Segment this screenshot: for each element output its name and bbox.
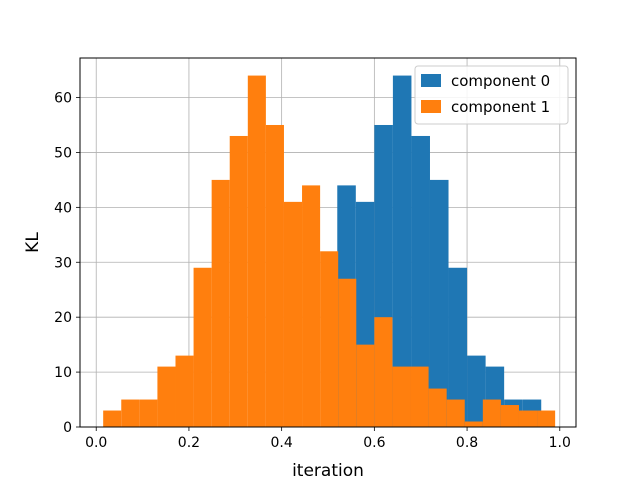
x-tick-label: 0.0	[85, 435, 107, 451]
histogram-bar-component-1	[392, 366, 411, 427]
histogram-bar-component-1	[103, 410, 122, 427]
plot-frame	[79, 57, 577, 428]
x-axis-label: iteration	[292, 461, 364, 480]
histogram-bar-component-1	[175, 355, 194, 427]
y-tick-label: 10	[54, 365, 72, 381]
histogram-bar-component-1	[139, 399, 158, 427]
histogram-bar-component-0	[448, 267, 468, 427]
histogram-bar-component-1	[193, 267, 212, 427]
x-tick-label: 0.2	[178, 435, 200, 451]
legend-box	[414, 65, 569, 125]
histogram-bar-component-1	[157, 366, 176, 427]
histogram-bar-component-1	[247, 75, 266, 428]
legend-label: component 1	[451, 98, 550, 116]
y-tick-label: 40	[54, 200, 72, 216]
histogram-bars	[103, 75, 556, 428]
histogram-bar-component-1	[229, 135, 248, 428]
y-tick-label: 0	[63, 420, 72, 436]
legend-swatch	[421, 74, 441, 87]
histogram-bar-component-0	[429, 179, 449, 427]
histogram-bar-component-1	[265, 124, 284, 427]
histogram-bar-component-1	[283, 201, 303, 427]
histogram-bar-component-1	[356, 344, 375, 427]
histogram-bar-component-1	[482, 399, 501, 427]
histogram-bar-component-1	[518, 410, 538, 427]
x-tick-label: 0.8	[456, 435, 478, 451]
y-tick-label: 30	[54, 255, 72, 271]
histogram-bar-component-1	[410, 366, 429, 427]
histogram-bar-component-0	[392, 75, 412, 428]
histogram-bar-component-1	[320, 251, 339, 427]
y-tick-label: 50	[54, 145, 72, 161]
histogram-bar-component-1	[500, 405, 519, 427]
legend: component 0 component 1	[414, 65, 569, 125]
x-tick-label: 1.0	[549, 435, 571, 451]
x-tick-label: 0.6	[363, 435, 385, 451]
histogram-bar-component-1	[464, 421, 483, 427]
histogram-bar-component-1	[446, 399, 465, 427]
histogram-bar-component-0	[411, 135, 430, 428]
histogram-bar-component-1	[302, 185, 321, 427]
histogram-bar-component-1	[338, 278, 357, 427]
legend-label: component 0	[451, 72, 550, 90]
histogram-bar-component-1	[374, 317, 393, 427]
histogram-bar-component-1	[211, 179, 230, 427]
y-axis-label: KL	[23, 232, 43, 253]
histogram-bar-component-1	[428, 388, 447, 427]
histogram-bar-component-1	[537, 410, 556, 427]
x-tick-label: 0.4	[271, 435, 293, 451]
legend-swatch	[421, 100, 441, 113]
y-tick-label: 20	[54, 310, 72, 326]
y-tick-label: 60	[54, 91, 72, 107]
x-axis-ticks: 0.0 0.2 0.4 0.6 0.8 1.0	[85, 427, 571, 451]
histogram-bar-component-1	[121, 399, 140, 427]
histogram-bar-component-0	[467, 355, 486, 427]
y-axis-ticks: 0 10 20 30 40 50 60	[54, 91, 80, 436]
